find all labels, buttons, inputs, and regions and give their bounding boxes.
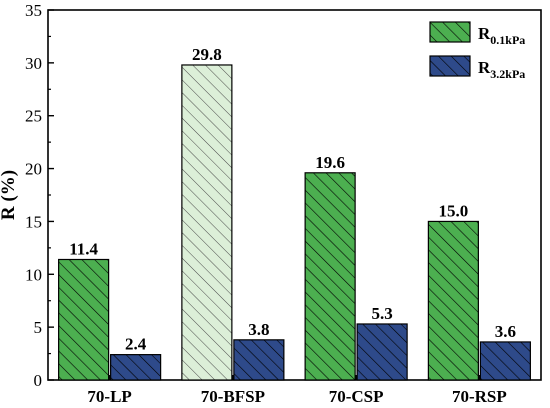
- bar-outline: [233, 339, 285, 381]
- legend-label: R3.2kPa: [478, 58, 525, 81]
- x-tick-label: 70-BFSP: [201, 387, 265, 406]
- legend-swatch-hatch: [430, 22, 470, 42]
- y-tick-label: 5: [34, 318, 43, 337]
- legend-swatch-outline: [429, 55, 471, 77]
- data-label: 15.0: [439, 201, 469, 220]
- bar-hatch: [58, 259, 109, 380]
- bar-hatch: [480, 341, 531, 380]
- y-tick-label: 20: [25, 160, 42, 179]
- bar-outline: [181, 64, 233, 381]
- data-label: 19.6: [315, 153, 345, 172]
- legend-swatch-outline: [429, 21, 471, 43]
- y-tick-label: 25: [25, 107, 42, 126]
- legend-label: R0.1kPa: [478, 24, 525, 47]
- bar-outline: [58, 258, 110, 381]
- data-label: 3.6: [495, 322, 516, 341]
- x-tick-label: 70-CSP: [329, 387, 384, 406]
- axes: 0 5 10 15 20 25 30 35 70-LP 70-BFSP 70-CSP 70-RSP: [25, 1, 542, 406]
- bar-outline: [356, 323, 408, 381]
- y-tick-label: 0: [34, 371, 43, 390]
- bar-hatch: [305, 172, 356, 380]
- data-label: 11.4: [69, 239, 98, 258]
- bar-outline: [304, 172, 356, 381]
- data-labels: 11.4 2.4 29.8 3.8 19.6 5.3 15.0 3.6: [69, 45, 516, 354]
- x-tick-label: 70-RSP: [452, 387, 507, 406]
- bar-outline: [479, 341, 531, 381]
- data-label: 3.8: [248, 320, 269, 339]
- bar-hatch: [233, 339, 284, 380]
- data-label: 29.8: [192, 45, 222, 64]
- bar-hatch: [110, 354, 161, 380]
- data-label: 2.4: [125, 335, 147, 354]
- legend: R0.1kPa R3.2kPa: [422, 16, 535, 88]
- bars: [58, 64, 531, 381]
- bar-outline: [110, 354, 162, 381]
- y-tick-label: 35: [25, 1, 42, 20]
- data-label: 5.3: [372, 304, 393, 323]
- x-tick-label: 70-LP: [87, 387, 131, 406]
- bar-hatch: [181, 64, 232, 380]
- bar-hatch: [428, 221, 479, 380]
- bar-hatch: [357, 323, 408, 380]
- y-tick-label: 10: [25, 265, 42, 284]
- y-tick-label: 30: [25, 54, 42, 73]
- legend-swatch-hatch: [430, 56, 470, 76]
- y-axis-label: R (%): [0, 170, 19, 220]
- y-tick-label: 15: [25, 212, 42, 231]
- bar-outline: [427, 220, 479, 381]
